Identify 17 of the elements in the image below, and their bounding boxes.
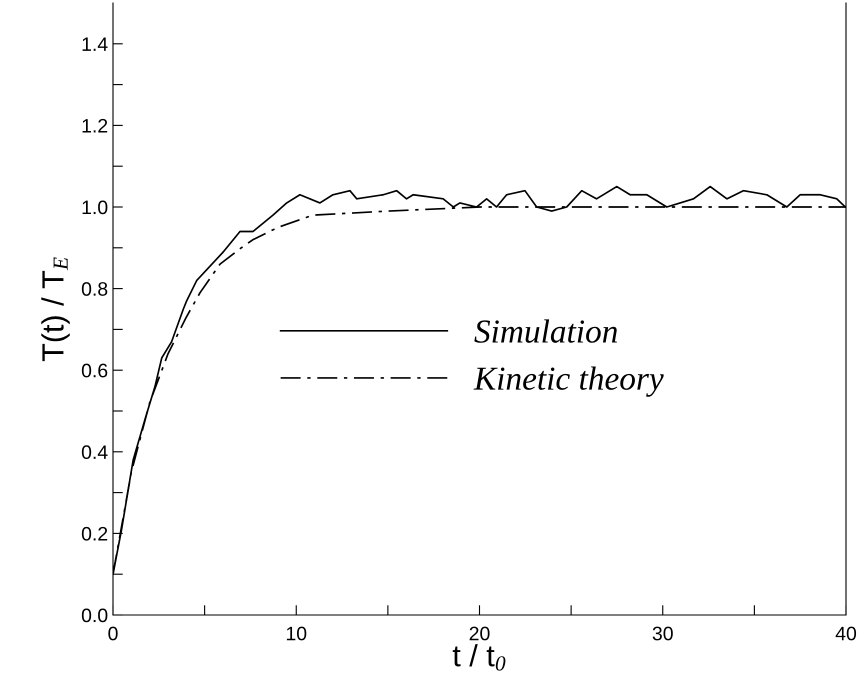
legend-label: Simulation (474, 319, 618, 343)
y-tick-label: 0.4 (82, 445, 108, 460)
y-tick-label: 0.6 (82, 364, 108, 378)
y-axis-title: T(t) / T$_{E}$ (41, 257, 70, 362)
x-tick-label: 10 (286, 626, 306, 640)
y-tick-label: 0.0 (82, 608, 108, 622)
x-tick-label: 40 (836, 626, 856, 640)
x-tick-label: 0 (108, 626, 118, 640)
y-tick-label: 1.2 (82, 118, 108, 132)
legend-label: Kinetic theory (474, 366, 664, 397)
y-tick-label: 1.0 (82, 200, 108, 214)
x-tick-label: 20 (470, 626, 490, 640)
x-tick-label: 30 (652, 626, 673, 640)
y-tick-label: 1.4 (82, 37, 108, 51)
x-axis-title: t / t$_{0}$ (452, 644, 506, 671)
y-tick-label: 0.8 (82, 282, 108, 296)
y-tick-label: 0.2 (82, 526, 108, 541)
